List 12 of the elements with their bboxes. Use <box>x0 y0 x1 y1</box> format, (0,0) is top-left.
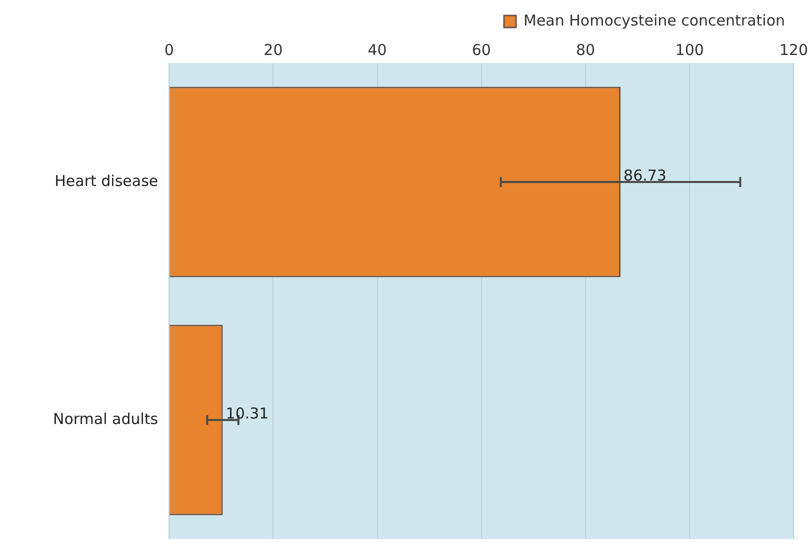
legend-label: Mean Homocysteine concentration <box>524 11 786 30</box>
y-tick-label: Heart disease <box>54 172 158 190</box>
x-tick-label: 0 <box>164 40 174 59</box>
y-tick-label: Normal adults <box>53 410 158 428</box>
x-tick-label: 80 <box>576 40 596 59</box>
x-tick-label: 120 <box>779 40 808 59</box>
data-label: 10.31 <box>226 404 269 422</box>
x-tick-label: 60 <box>472 40 491 59</box>
x-tick-label: 100 <box>675 40 704 59</box>
x-tick-label: 20 <box>264 40 283 59</box>
x-tick-label: 40 <box>368 40 387 59</box>
data-label: 86.73 <box>624 166 666 184</box>
